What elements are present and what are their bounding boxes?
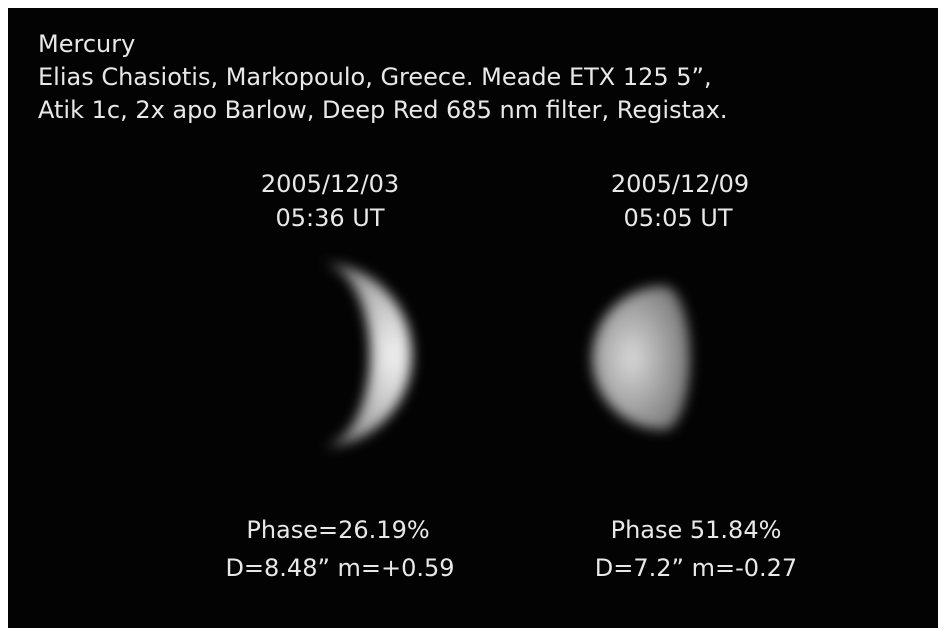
title: Mercury xyxy=(38,30,135,58)
mercury-half xyxy=(592,286,690,430)
mercury-crescent xyxy=(320,263,412,447)
time: 05:36 UT xyxy=(275,204,384,232)
background xyxy=(8,8,938,628)
phase: Phase=26.19% xyxy=(246,516,429,544)
details: D=7.2” m=-0.27 xyxy=(595,554,797,582)
phase: Phase 51.84% xyxy=(611,516,782,544)
details: D=8.48” m=+0.59 xyxy=(225,554,454,582)
date: 2005/12/03 xyxy=(261,170,399,198)
time: 05:05 UT xyxy=(623,204,732,232)
caption-line: Atik 1c, 2x apo Barlow, Deep Red 685 nm … xyxy=(38,96,728,124)
caption-line: Elias Chasiotis, Markopoulo, Greece. Mea… xyxy=(38,63,712,91)
date: 2005/12/09 xyxy=(611,170,749,198)
